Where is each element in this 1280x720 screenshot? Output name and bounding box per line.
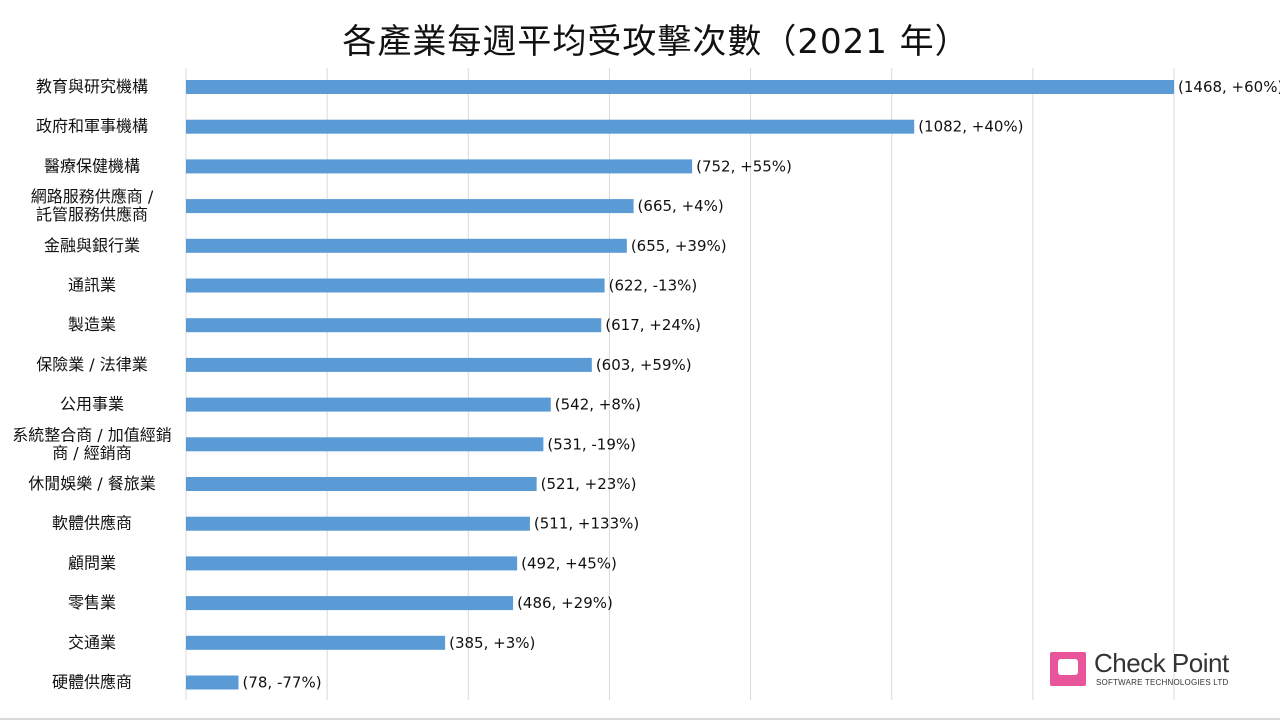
bar — [186, 159, 693, 174]
category-label-line: 政府和軍事機構 — [36, 117, 148, 136]
data-label: (617, +24%) — [605, 316, 701, 334]
logo-name: Check Point — [1094, 648, 1229, 678]
category-label: 顧問業 — [68, 553, 116, 572]
category-label: 金融與銀行業 — [44, 236, 140, 255]
category-label: 公用事業 — [60, 395, 124, 414]
category-label-line: 教育與研究機構 — [36, 77, 148, 96]
category-label-line: 網路服務供應商 / — [31, 187, 154, 206]
category-label: 政府和軍事機構 — [36, 117, 148, 136]
category-label-line: 製造業 — [68, 315, 116, 334]
category-label: 軟體供應商 — [52, 514, 132, 533]
category-label-line: 交通業 — [68, 633, 116, 652]
category-label-line: 休閒娛樂 / 餐旅業 — [28, 474, 156, 493]
category-label-line: 保險業 / 法律業 — [36, 355, 148, 374]
category-label: 通訊業 — [68, 276, 116, 295]
data-label: (531, -19%) — [547, 435, 636, 453]
category-label-line: 託管服務供應商 — [36, 205, 148, 224]
bar — [186, 437, 544, 452]
category-label-line: 公用事業 — [60, 395, 124, 414]
bar — [186, 556, 518, 571]
bar — [186, 318, 602, 333]
category-label: 硬體供應商 — [52, 673, 132, 692]
data-label: (78, -77%) — [242, 674, 321, 692]
check-point-logo: Check Point SOFTWARE TECHNOLOGIES LTD — [1050, 648, 1260, 690]
category-label-line: 金融與銀行業 — [44, 236, 140, 255]
data-label: (542, +8%) — [555, 396, 641, 414]
bar — [186, 596, 514, 611]
bar — [186, 477, 537, 491]
category-label-line: 零售業 — [68, 593, 116, 612]
bar — [186, 278, 605, 293]
category-label-line: 硬體供應商 — [52, 673, 132, 692]
category-label: 系統整合商 / 加值經銷商 / 經銷商 — [12, 425, 172, 462]
bar — [186, 397, 551, 412]
bar — [186, 675, 239, 690]
category-label: 保險業 / 法律業 — [36, 355, 148, 374]
data-label: (655, +39%) — [631, 237, 727, 255]
data-label: (521, +23%) — [541, 475, 637, 493]
bar — [186, 238, 627, 253]
category-label-line: 商 / 經銷商 — [52, 443, 132, 462]
bar — [186, 199, 634, 214]
category-label: 休閒娛樂 / 餐旅業 — [28, 474, 156, 493]
data-label: (752, +55%) — [696, 157, 792, 175]
category-label-line: 軟體供應商 — [52, 514, 132, 533]
category-label: 交通業 — [68, 633, 116, 652]
data-label: (492, +45%) — [521, 554, 617, 572]
bar — [186, 80, 1174, 94]
category-label: 網路服務供應商 /託管服務供應商 — [31, 187, 154, 224]
category-label-line: 醫療保健機構 — [44, 156, 140, 175]
chart-title: 各產業每週平均受攻擊次數（2021 年） — [342, 22, 970, 62]
category-label-line: 顧問業 — [68, 553, 116, 572]
bar — [186, 357, 592, 372]
bar — [186, 635, 446, 650]
data-label: (385, +3%) — [449, 634, 535, 652]
bar — [186, 119, 915, 134]
data-label: (603, +59%) — [596, 356, 692, 374]
data-label: (622, -13%) — [609, 277, 698, 295]
data-label: (486, +29%) — [517, 594, 613, 612]
category-label: 零售業 — [68, 593, 116, 612]
bar — [186, 516, 530, 531]
category-label-line: 系統整合商 / 加值經銷 — [12, 425, 172, 444]
category-label-line: 通訊業 — [68, 276, 116, 295]
data-label: (1082, +40%) — [918, 118, 1023, 136]
data-label: (665, +4%) — [638, 197, 724, 215]
category-label: 製造業 — [68, 315, 116, 334]
logo-mark-icon — [1050, 652, 1086, 686]
category-label: 教育與研究機構 — [36, 77, 148, 96]
logo-subtitle: SOFTWARE TECHNOLOGIES LTD — [1096, 678, 1229, 687]
data-label: (511, +133%) — [534, 515, 639, 533]
data-label: (1468, +60%) — [1178, 78, 1280, 96]
category-label: 醫療保健機構 — [44, 156, 140, 175]
